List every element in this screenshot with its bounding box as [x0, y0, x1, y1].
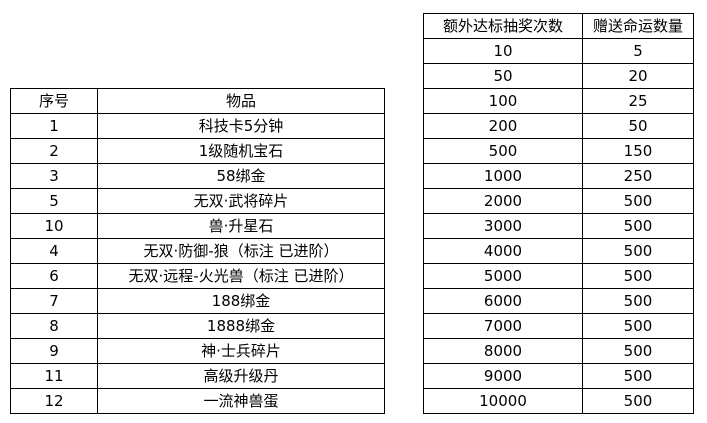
table-cell: 188绑金 — [97, 288, 385, 314]
table-row: 4 无双·防御-狼（标注 已进阶） — [10, 238, 385, 264]
table-cell: 1888绑金 — [97, 313, 385, 339]
table-row: 10 5 — [423, 38, 694, 64]
table-cell: 58绑金 — [97, 163, 385, 189]
table-cell: 150 — [582, 138, 694, 164]
table-row: 10000 500 — [423, 388, 694, 414]
table-row: 10 兽·升星石 — [10, 213, 385, 239]
table-cell: 50 — [582, 113, 694, 139]
table-cell: 25 — [582, 88, 694, 114]
items-table: 序号 物品 1 科技卡5分钟 2 1级随机宝石 3 58绑金 5 无双·武将碎片 10 兽·升星石 4 无… — [10, 88, 385, 414]
table-cell: 8 — [10, 313, 98, 339]
table-row: 7000 500 — [423, 313, 694, 339]
table-row: 11 高级升级丹 — [10, 363, 385, 389]
table-cell: 500 — [582, 338, 694, 364]
column-header: 赠送命运数量 — [582, 13, 694, 39]
table-cell: 12 — [10, 388, 98, 414]
table-cell: 500 — [582, 238, 694, 264]
table-cell: 500 — [582, 363, 694, 389]
column-header: 序号 — [10, 88, 98, 114]
table-cell: 5 — [582, 38, 694, 64]
table-cell: 4 — [10, 238, 98, 264]
table-cell: 9 — [10, 338, 98, 364]
table-cell: 20 — [582, 63, 694, 89]
table-cell: 4000 — [423, 238, 583, 264]
header-row: 额外达标抽奖次数 赠送命运数量 — [423, 13, 694, 39]
table-cell: 2000 — [423, 188, 583, 214]
table-row: 200 50 — [423, 113, 694, 139]
table-row: 12 一流神兽蛋 — [10, 388, 385, 414]
table-row: 50 20 — [423, 63, 694, 89]
table-cell: 兽·升星石 — [97, 213, 385, 239]
table-cell: 一流神兽蛋 — [97, 388, 385, 414]
table-row: 5000 500 — [423, 263, 694, 289]
table-cell: 10000 — [423, 388, 583, 414]
table-cell: 100 — [423, 88, 583, 114]
table-cell: 无双·远程-火光兽（标注 已进阶） — [97, 263, 385, 289]
table-row: 9 神·士兵碎片 — [10, 338, 385, 364]
table-cell: 2 — [10, 138, 98, 164]
table-cell: 科技卡5分钟 — [97, 113, 385, 139]
table-cell: 7 — [10, 288, 98, 314]
table-row: 2000 500 — [423, 188, 694, 214]
table-row: 100 25 — [423, 88, 694, 114]
table-cell: 无双·防御-狼（标注 已进阶） — [97, 238, 385, 264]
table-row: 8 1888绑金 — [10, 313, 385, 339]
table-cell: 8000 — [423, 338, 583, 364]
reward-table: 额外达标抽奖次数 赠送命运数量 10 5 50 20 100 25 200 50 500 150 100… — [423, 13, 694, 414]
table-row: 7 188绑金 — [10, 288, 385, 314]
table-cell: 10 — [10, 213, 98, 239]
table-cell: 500 — [582, 388, 694, 414]
table-cell: 3000 — [423, 213, 583, 239]
table-row: 6000 500 — [423, 288, 694, 314]
table-cell: 1级随机宝石 — [97, 138, 385, 164]
table-row: 1 科技卡5分钟 — [10, 113, 385, 139]
table-row: 6 无双·远程-火光兽（标注 已进阶） — [10, 263, 385, 289]
column-header: 物品 — [97, 88, 385, 114]
table-cell: 5000 — [423, 263, 583, 289]
table-cell: 6 — [10, 263, 98, 289]
table-cell: 500 — [423, 138, 583, 164]
table-row: 1000 250 — [423, 163, 694, 189]
table-row: 2 1级随机宝石 — [10, 138, 385, 164]
table-cell: 无双·武将碎片 — [97, 188, 385, 214]
table-cell: 10 — [423, 38, 583, 64]
table-cell: 500 — [582, 188, 694, 214]
table-cell: 500 — [582, 213, 694, 239]
table-cell: 9000 — [423, 363, 583, 389]
table-cell: 200 — [423, 113, 583, 139]
table-row: 8000 500 — [423, 338, 694, 364]
table-cell: 250 — [582, 163, 694, 189]
table-cell: 6000 — [423, 288, 583, 314]
table-cell: 5 — [10, 188, 98, 214]
table-cell: 500 — [582, 313, 694, 339]
table-row: 3 58绑金 — [10, 163, 385, 189]
table-cell: 神·士兵碎片 — [97, 338, 385, 364]
table-row: 4000 500 — [423, 238, 694, 264]
table-cell: 500 — [582, 263, 694, 289]
table-row: 5 无双·武将碎片 — [10, 188, 385, 214]
header-row: 序号 物品 — [10, 88, 385, 114]
table-cell: 500 — [582, 288, 694, 314]
table-cell: 11 — [10, 363, 98, 389]
table-cell: 7000 — [423, 313, 583, 339]
table-cell: 1 — [10, 113, 98, 139]
table-row: 9000 500 — [423, 363, 694, 389]
table-cell: 1000 — [423, 163, 583, 189]
table-cell: 3 — [10, 163, 98, 189]
column-header: 额外达标抽奖次数 — [423, 13, 583, 39]
table-row: 3000 500 — [423, 213, 694, 239]
table-cell: 高级升级丹 — [97, 363, 385, 389]
table-cell: 50 — [423, 63, 583, 89]
table-row: 500 150 — [423, 138, 694, 164]
